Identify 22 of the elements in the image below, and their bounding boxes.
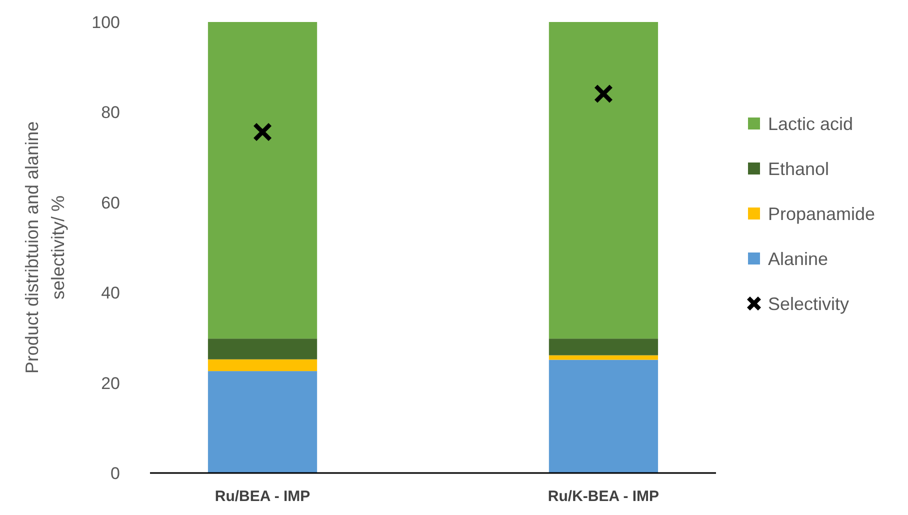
y-tick-label: 20 xyxy=(101,374,120,393)
bar xyxy=(208,22,318,339)
bar xyxy=(208,359,318,372)
bar xyxy=(548,355,658,360)
bar xyxy=(548,360,658,473)
y-tick-label: 60 xyxy=(101,193,120,212)
legend-label: Ethanol xyxy=(768,158,830,179)
bar xyxy=(548,338,658,356)
y-tick-label: 100 xyxy=(92,12,120,32)
x-tick-label: Ru/K-BEA - IMP xyxy=(548,488,660,505)
y-tick-label: 0 xyxy=(110,464,120,483)
x-tick-label: Ru/BEA - IMP xyxy=(214,488,310,505)
legend-label: Selectivity xyxy=(768,294,850,314)
legend-label: Lactic acid xyxy=(768,114,854,134)
legend-label: Alanine xyxy=(768,248,828,269)
bar xyxy=(208,371,318,473)
y-axis-title: Product distribtuion and alanine selectivity/ % xyxy=(22,121,68,374)
bar xyxy=(548,22,658,339)
y-tick-label: 80 xyxy=(101,103,120,122)
legend-label: Propanamide xyxy=(768,204,876,224)
bar xyxy=(208,338,318,360)
y-tick-label: 40 xyxy=(101,284,120,303)
